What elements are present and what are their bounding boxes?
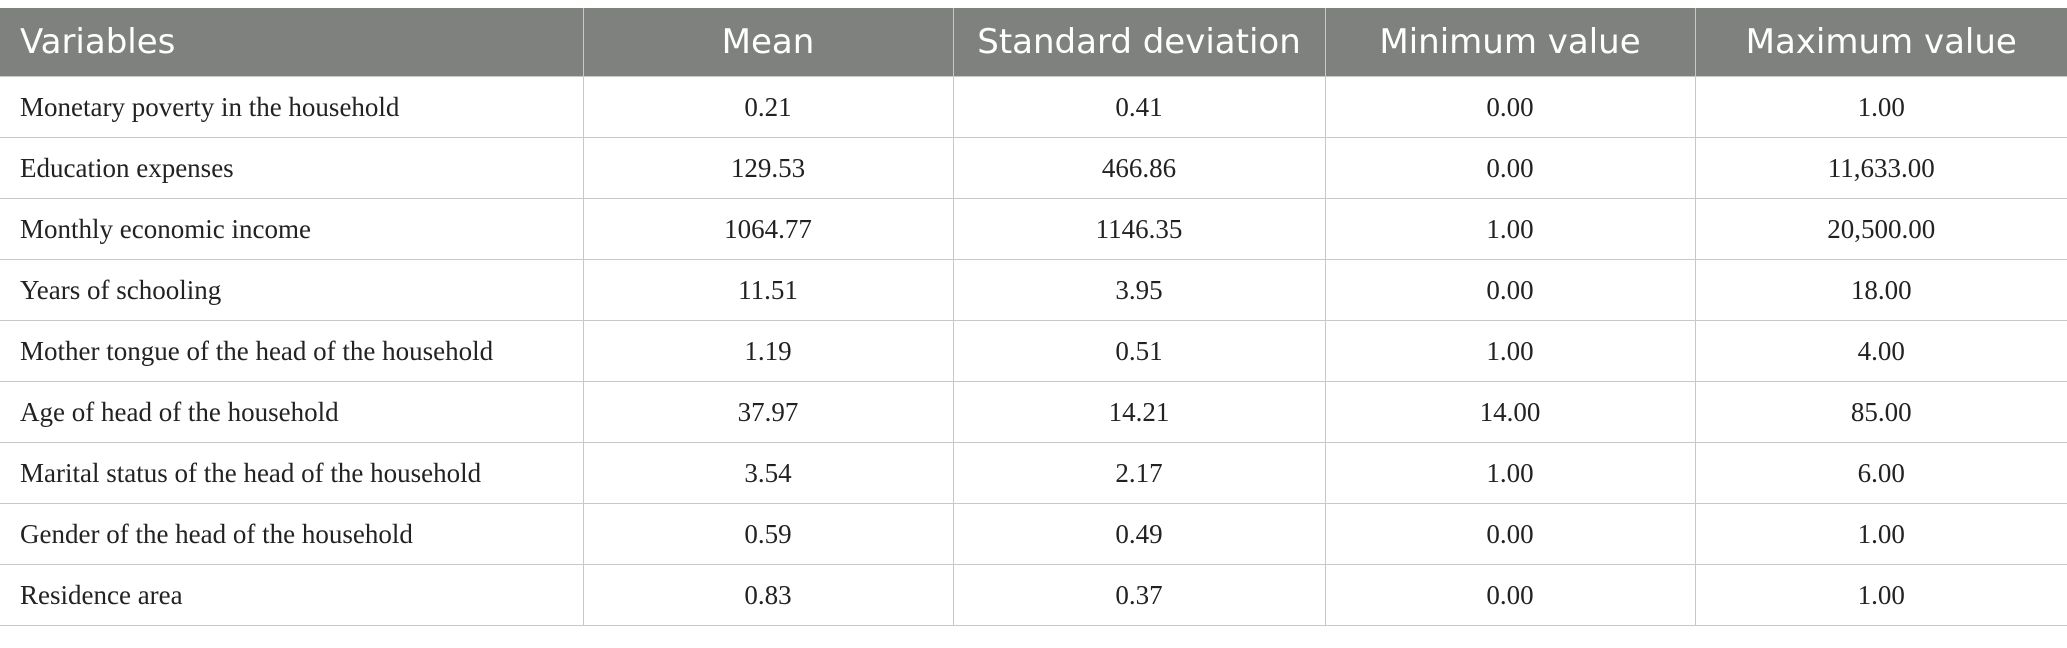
value-cell: 1.00 (1694, 503, 2067, 565)
row-label: Monetary poverty in the household (0, 76, 584, 138)
value-cell: 37.97 (582, 381, 954, 443)
value-cell: 18.00 (1694, 259, 2067, 321)
table-body: Monetary poverty in the household 0.21 0.4… (0, 76, 2067, 626)
value-cell: 0.51 (952, 320, 1326, 382)
value-cell: 1064.77 (582, 198, 954, 260)
table-row: Education expenses 129.53 466.86 0.00 11,633… (0, 137, 2067, 199)
value-cell: 0.59 (582, 503, 954, 565)
value-cell: 1146.35 (952, 198, 1326, 260)
value-cell: 129.53 (582, 137, 954, 199)
value-cell: 0.00 (1324, 564, 1696, 626)
value-cell: 0.83 (582, 564, 954, 626)
table-row: Monthly economic income 1064.77 1146.35 1.0… (0, 198, 2067, 260)
header-cell: Mean (582, 8, 953, 77)
row-label: Age of head of the household (0, 381, 584, 443)
header-cell: Minimum value (1324, 8, 1695, 77)
value-cell: 1.19 (582, 320, 954, 382)
table-row: Gender of the head of the household 0.59 0… (0, 503, 2067, 565)
value-cell: 85.00 (1694, 381, 2067, 443)
row-label: Years of schooling (0, 259, 584, 321)
value-cell: 0.00 (1324, 137, 1696, 199)
value-cell: 14.21 (952, 381, 1326, 443)
header-row: Variables Mean Standard deviation Minimum v… (0, 8, 2067, 77)
value-cell: 1.00 (1324, 320, 1696, 382)
header-cell: Variables (0, 8, 583, 77)
table-row: Monetary poverty in the household 0.21 0.4… (0, 76, 2067, 138)
value-cell: 0.21 (582, 76, 954, 138)
row-label: Mother tongue of the head of the househo… (0, 320, 584, 382)
data-table: Variables Mean Standard deviation Minimum v… (0, 8, 2067, 626)
table-row: Residence area 0.83 0.37 0.00 1.00 (0, 564, 2067, 626)
value-cell: 3.54 (582, 442, 954, 504)
value-cell: 0.00 (1324, 503, 1696, 565)
value-cell: 11.51 (582, 259, 954, 321)
row-label: Education expenses (0, 137, 584, 199)
value-cell: 1.00 (1694, 76, 2067, 138)
value-cell: 2.17 (952, 442, 1326, 504)
value-cell: 20,500.00 (1694, 198, 2067, 260)
row-label: Residence area (0, 564, 584, 626)
row-label: Gender of the head of the household (0, 503, 584, 565)
value-cell: 466.86 (952, 137, 1326, 199)
value-cell: 0.37 (952, 564, 1326, 626)
value-cell: 0.00 (1324, 259, 1696, 321)
value-cell: 14.00 (1324, 381, 1696, 443)
row-label: Monthly economic income (0, 198, 584, 260)
value-cell: 1.00 (1324, 442, 1696, 504)
value-cell: 0.00 (1324, 76, 1696, 138)
row-label: Marital status of the head of the househ… (0, 442, 584, 504)
table-row: Years of schooling 11.51 3.95 0.00 18.00 (0, 259, 2067, 321)
value-cell: 3.95 (952, 259, 1326, 321)
value-cell: 1.00 (1694, 564, 2067, 626)
value-cell: 11,633.00 (1694, 137, 2067, 199)
value-cell: 0.49 (952, 503, 1326, 565)
table-row: Mother tongue of the head of the househo… (0, 320, 2067, 382)
value-cell: 4.00 (1694, 320, 2067, 382)
table-row: Marital status of the head of the househ… (0, 442, 2067, 504)
value-cell: 0.41 (952, 76, 1326, 138)
value-cell: 6.00 (1694, 442, 2067, 504)
header-cell: Maximum value (1694, 8, 2067, 77)
value-cell: 1.00 (1324, 198, 1696, 260)
table-row: Age of head of the household 37.97 14.21 14… (0, 381, 2067, 443)
header-cell: Standard deviation (952, 8, 1325, 77)
